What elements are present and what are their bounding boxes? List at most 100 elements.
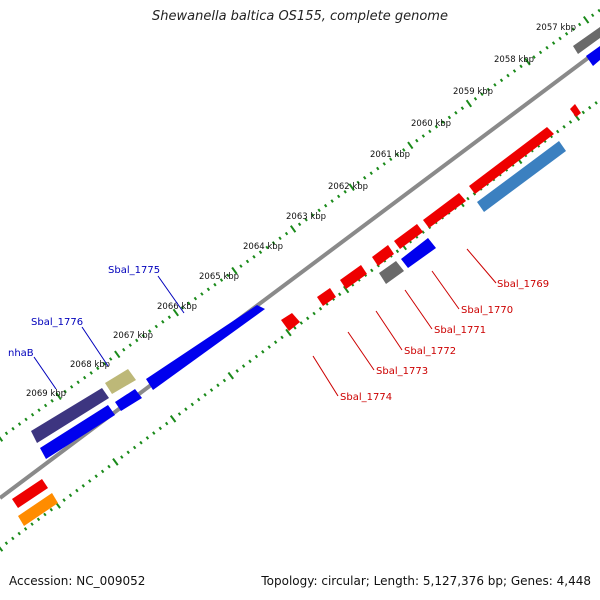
tick-mark (519, 64, 523, 69)
tick-mark (524, 57, 531, 66)
gene-arrow[interactable] (31, 388, 109, 443)
tick-mark (120, 455, 124, 459)
gene-arrow[interactable] (146, 305, 265, 390)
kbp-label: 2063 kbp (286, 212, 326, 222)
gene-arrow[interactable] (401, 238, 436, 268)
tick-mark (590, 13, 595, 18)
tick-mark (128, 343, 132, 347)
tick-mark (356, 180, 360, 185)
tick-mark (297, 222, 302, 227)
tick-mark (226, 273, 230, 278)
tick-mark (216, 383, 220, 388)
gene-arrow[interactable] (115, 389, 142, 411)
gene-arrow[interactable] (40, 405, 115, 459)
gene-arrow[interactable] (379, 261, 404, 284)
gene-arrow[interactable] (340, 265, 367, 289)
kbp-label: 2065 kbp (199, 272, 239, 282)
tick-mark (421, 230, 425, 234)
tick-mark (87, 479, 92, 483)
gene-arrow[interactable] (317, 288, 336, 306)
tick-mark (197, 397, 201, 402)
tick-mark (582, 16, 590, 24)
tick-mark (213, 282, 217, 287)
gene-arrow[interactable] (18, 493, 58, 526)
tick-mark (465, 99, 473, 108)
tick-mark (62, 498, 66, 502)
tick-mark (261, 350, 265, 354)
tick-mark (551, 41, 556, 45)
tick-mark (323, 203, 328, 208)
tick-mark (200, 292, 204, 296)
kbp-label: 2061 kbp (370, 150, 410, 160)
gene-label-nhab[interactable]: nhaB (8, 348, 34, 359)
gene-arrow[interactable] (372, 245, 394, 266)
tick-mark (82, 375, 87, 380)
tick-mark (305, 316, 310, 321)
gene-label-sbal-1776[interactable]: Sbal_1776 (31, 317, 83, 328)
tick-mark (158, 426, 162, 431)
gene-label-sbal-1773[interactable]: Sbal_1773 (376, 366, 428, 377)
tick-mark (289, 225, 297, 233)
kbp-label: 2057 kbp (536, 23, 576, 33)
tick-mark (206, 287, 211, 292)
gene-arrow[interactable] (477, 141, 566, 212)
tick-mark (187, 301, 191, 306)
tick-mark (545, 45, 549, 50)
tick-mark (167, 315, 172, 319)
tick-mark (0, 436, 4, 442)
tick-mark (310, 213, 315, 217)
tick-mark (402, 148, 406, 152)
tick-mark (293, 326, 297, 330)
gene-label-sbal-1775[interactable]: Sbal_1775 (108, 265, 160, 276)
map-title: Shewanella baltica OS155, complete genom… (152, 9, 448, 24)
gene-label-sbal-1770[interactable]: Sbal_1770 (461, 305, 513, 316)
tick-mark (180, 306, 185, 310)
tick-mark (76, 380, 80, 385)
tick-mark (252, 255, 256, 259)
tick-mark (395, 249, 400, 254)
gene-arrow[interactable] (12, 479, 48, 508)
tick-mark (304, 217, 308, 222)
tick-mark (369, 171, 373, 175)
gene-label-sbal-1771[interactable]: Sbal_1771 (434, 325, 486, 336)
tick-mark (102, 361, 106, 366)
tick-mark (493, 83, 497, 87)
tick-mark (558, 36, 562, 41)
tick-mark (271, 241, 276, 245)
tick-mark (100, 469, 105, 474)
tick-mark (114, 350, 121, 359)
gene-arrow[interactable] (570, 104, 581, 117)
tick-mark (248, 359, 252, 364)
gene-arrow[interactable] (423, 193, 466, 228)
gene-arrow[interactable] (469, 127, 554, 194)
accession-text: Accession: NC_009052 (9, 574, 146, 588)
tick-mark (241, 364, 246, 368)
tick-mark (434, 124, 439, 129)
gene-arrow[interactable] (281, 313, 300, 331)
tick-mark (154, 324, 158, 329)
tick-mark (382, 162, 386, 166)
tick-mark (330, 199, 334, 203)
tick-mark (480, 92, 484, 96)
tick-mark (267, 345, 271, 349)
tick-mark (165, 421, 169, 426)
tick-mark (460, 106, 465, 110)
gene-label-sbal-1774[interactable]: Sbal_1774 (340, 392, 392, 403)
tick-mark (343, 190, 347, 194)
gene-label-sbal-1769[interactable]: Sbal_1769 (497, 279, 549, 290)
tick-mark (24, 417, 28, 422)
gene-arrow[interactable] (394, 224, 423, 249)
gene-arrow[interactable] (586, 46, 600, 66)
tick-mark (280, 335, 284, 340)
tick-mark (203, 393, 207, 397)
tick-mark (152, 431, 156, 435)
tick-mark (227, 371, 234, 380)
tick-mark (148, 329, 152, 333)
gene-arrow[interactable] (573, 27, 600, 54)
kbp-label: 2058 kbp (494, 55, 534, 65)
tick-mark (336, 194, 341, 199)
tick-mark (581, 110, 586, 115)
gene-arrow[interactable] (105, 369, 136, 394)
gene-label-sbal-1772[interactable]: Sbal_1772 (404, 346, 456, 357)
tick-mark (36, 517, 41, 522)
